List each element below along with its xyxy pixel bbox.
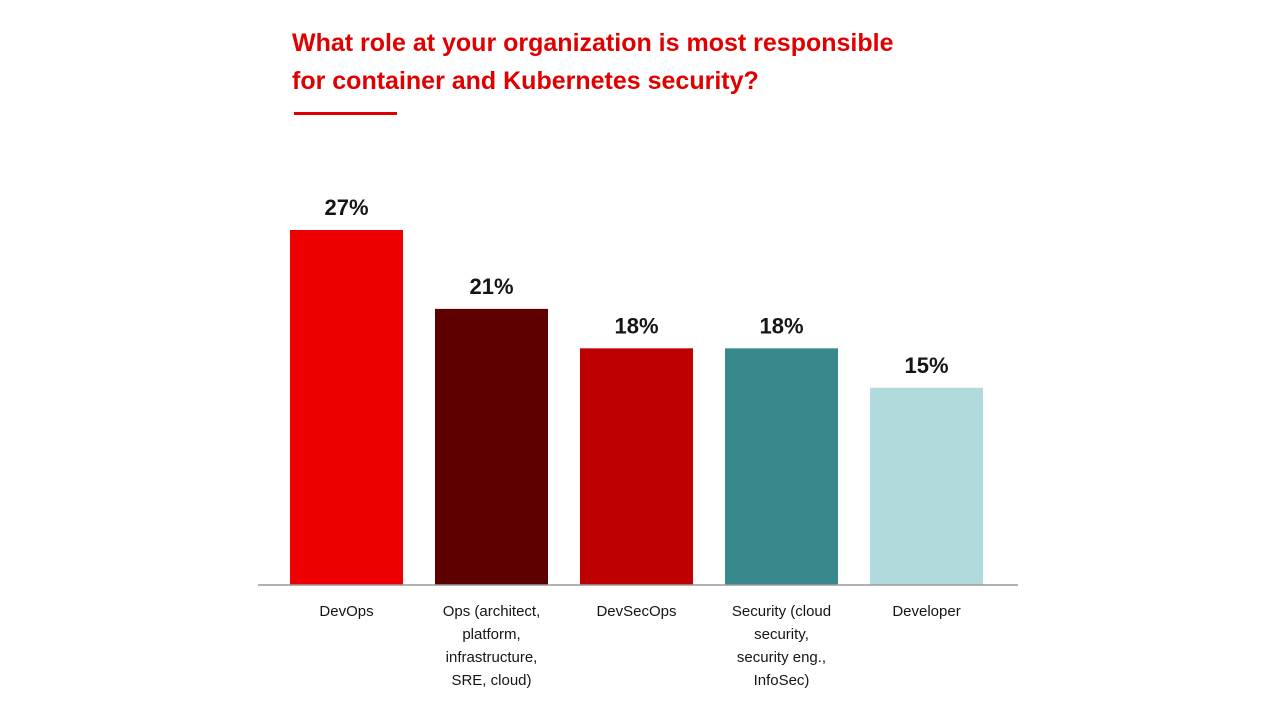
bar-2 [580, 348, 693, 585]
category-label-1-line-1: platform, [462, 626, 520, 643]
category-label-3-line-0: Security (cloud [732, 603, 831, 620]
category-label-1-line-3: SRE, cloud) [451, 672, 531, 689]
value-label-4: 15% [904, 353, 948, 378]
category-label-2-line-0: DevSecOps [596, 603, 676, 620]
category-label-3-line-3: InfoSec) [754, 672, 810, 689]
bar-3 [725, 348, 838, 585]
category-labels-group: DevOps Ops (architect, platform, infrastruc… [319, 603, 960, 689]
bar-1 [435, 308, 548, 585]
value-label-1: 21% [469, 274, 513, 299]
value-label-3: 18% [759, 313, 803, 338]
category-label-0-line-0: DevOps [319, 603, 373, 620]
category-label-1-line-2: infrastructure, [446, 649, 538, 666]
category-label-3-line-1: security, [754, 626, 809, 643]
category-label-1-line-0: Ops (architect, [443, 603, 541, 620]
bars-group [290, 230, 983, 585]
bar-4 [870, 387, 983, 585]
category-label-0: DevOps [319, 603, 373, 620]
category-label-2: DevSecOps [596, 603, 676, 620]
bar-0 [290, 230, 403, 585]
category-label-4-line-0: Developer [892, 603, 960, 620]
category-label-3: Security (cloud security, security eng., In… [732, 603, 831, 689]
category-label-4: Developer [892, 603, 960, 620]
title-underline [294, 112, 397, 115]
category-label-3-line-2: security eng., [737, 649, 826, 666]
value-labels-group: 27% 21% 18% 18% 15% [324, 195, 948, 378]
category-label-1: Ops (architect, platform, infrastructure, S… [443, 603, 541, 689]
value-label-0: 27% [324, 195, 368, 220]
chart-title: What role at your organization is most r… [292, 29, 894, 95]
value-label-2: 18% [614, 313, 658, 338]
